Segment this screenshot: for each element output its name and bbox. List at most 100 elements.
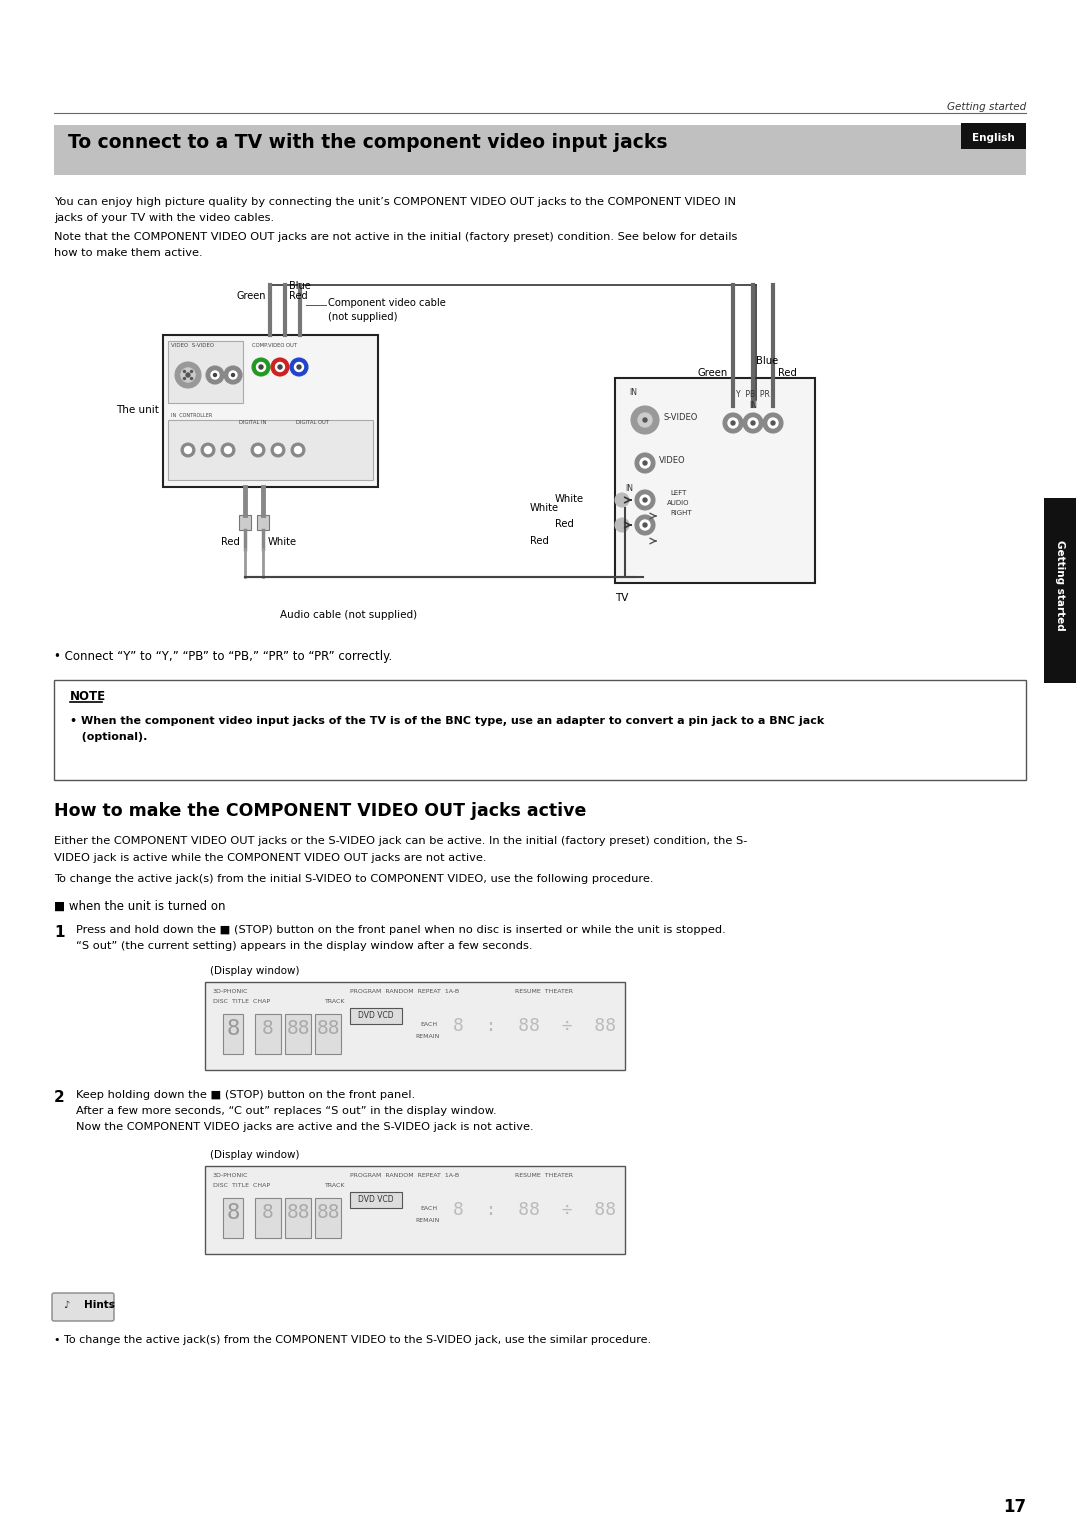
Text: Green: Green bbox=[237, 290, 266, 301]
Text: Hints: Hints bbox=[84, 1300, 114, 1309]
Bar bbox=[961, 122, 1026, 150]
Bar bbox=[168, 420, 373, 480]
Circle shape bbox=[278, 365, 282, 368]
Circle shape bbox=[206, 367, 224, 384]
Circle shape bbox=[728, 419, 738, 428]
Circle shape bbox=[190, 370, 192, 373]
Circle shape bbox=[762, 413, 783, 432]
Text: White: White bbox=[268, 536, 297, 547]
Text: Green: Green bbox=[698, 368, 728, 377]
Circle shape bbox=[295, 446, 301, 454]
Text: 8: 8 bbox=[262, 1203, 274, 1222]
Circle shape bbox=[636, 509, 650, 523]
Text: DIGITAL OUT: DIGITAL OUT bbox=[296, 420, 329, 425]
Circle shape bbox=[643, 523, 647, 527]
Text: To connect to a TV with the component video input jacks: To connect to a TV with the component vi… bbox=[68, 133, 667, 151]
Bar bbox=[285, 1015, 311, 1054]
Text: ♪: ♪ bbox=[63, 1300, 69, 1309]
Text: 8: 8 bbox=[262, 1019, 274, 1038]
Circle shape bbox=[221, 443, 235, 457]
Circle shape bbox=[635, 515, 654, 535]
Text: TRACK: TRACK bbox=[325, 1183, 346, 1187]
Circle shape bbox=[224, 367, 242, 384]
Text: LEFT: LEFT bbox=[670, 490, 687, 497]
Text: Component video cable: Component video cable bbox=[328, 298, 446, 309]
Circle shape bbox=[640, 520, 650, 530]
Circle shape bbox=[297, 365, 301, 368]
Text: “S out” (the current setting) appears in the display window after a few seconds.: “S out” (the current setting) appears in… bbox=[76, 941, 532, 950]
Text: TV: TV bbox=[615, 593, 629, 604]
Text: Audio cable (not supplied): Audio cable (not supplied) bbox=[280, 610, 417, 620]
Text: 88: 88 bbox=[286, 1019, 310, 1038]
Bar bbox=[350, 1192, 402, 1209]
Bar bbox=[255, 1015, 281, 1054]
Circle shape bbox=[615, 518, 629, 532]
Bar bbox=[257, 515, 269, 530]
Text: DVD VCD: DVD VCD bbox=[359, 1195, 394, 1204]
Circle shape bbox=[635, 452, 654, 474]
Text: Now the COMPONENT VIDEO jacks are active and the S-VIDEO jack is not active.: Now the COMPONENT VIDEO jacks are active… bbox=[76, 1122, 534, 1132]
Circle shape bbox=[638, 413, 652, 426]
Text: 88: 88 bbox=[316, 1019, 340, 1038]
Bar bbox=[615, 377, 815, 584]
Circle shape bbox=[635, 490, 654, 510]
Text: PROGRAM  RANDOM  REPEAT  1A-B: PROGRAM RANDOM REPEAT 1A-B bbox=[350, 989, 459, 995]
Text: jacks of your TV with the video cables.: jacks of your TV with the video cables. bbox=[54, 212, 274, 223]
Text: S-VIDEO: S-VIDEO bbox=[663, 413, 698, 422]
Circle shape bbox=[751, 422, 755, 425]
Text: PROGRAM  RANDOM  REPEAT  1A-B: PROGRAM RANDOM REPEAT 1A-B bbox=[350, 1174, 459, 1178]
Circle shape bbox=[184, 377, 186, 379]
Circle shape bbox=[175, 362, 201, 388]
Text: 8  :  88  ÷  88: 8 : 88 ÷ 88 bbox=[453, 1018, 616, 1034]
Text: Getting started: Getting started bbox=[1055, 539, 1065, 631]
Bar bbox=[54, 125, 1026, 176]
Text: White: White bbox=[555, 494, 584, 504]
Text: ■ when the unit is turned on: ■ when the unit is turned on bbox=[54, 900, 226, 914]
Text: Red: Red bbox=[221, 536, 240, 547]
Text: REMAIN: REMAIN bbox=[415, 1034, 440, 1039]
Circle shape bbox=[251, 443, 265, 457]
Text: COMP.VIDEO OUT: COMP.VIDEO OUT bbox=[253, 342, 298, 348]
Text: DIGITAL IN: DIGITAL IN bbox=[240, 420, 267, 425]
Circle shape bbox=[181, 443, 195, 457]
Text: REMAIN: REMAIN bbox=[415, 1218, 440, 1222]
Text: Press and hold down the ■ (STOP) button on the front panel when no disc is inser: Press and hold down the ■ (STOP) button … bbox=[76, 924, 726, 935]
Text: VIDEO  S-VIDEO: VIDEO S-VIDEO bbox=[171, 342, 214, 348]
Circle shape bbox=[190, 377, 192, 379]
Text: Y  PB  PR: Y PB PR bbox=[737, 390, 770, 399]
Bar bbox=[222, 1198, 243, 1238]
Bar bbox=[205, 1166, 625, 1254]
Text: Either the COMPONENT VIDEO OUT jacks or the S-VIDEO jack can be active. In the i: Either the COMPONENT VIDEO OUT jacks or … bbox=[54, 836, 747, 847]
Circle shape bbox=[274, 446, 282, 454]
Circle shape bbox=[214, 373, 216, 376]
Circle shape bbox=[231, 373, 234, 376]
Circle shape bbox=[640, 495, 650, 504]
Circle shape bbox=[257, 362, 266, 371]
Circle shape bbox=[768, 419, 778, 428]
Text: 8: 8 bbox=[227, 1019, 240, 1039]
Text: English: English bbox=[972, 133, 1015, 144]
Circle shape bbox=[275, 362, 284, 371]
Bar bbox=[285, 1198, 311, 1238]
Circle shape bbox=[225, 446, 231, 454]
Text: DISC  TITLE  CHAP: DISC TITLE CHAP bbox=[213, 999, 270, 1004]
Circle shape bbox=[252, 358, 270, 376]
Circle shape bbox=[204, 446, 212, 454]
Text: VIDEO: VIDEO bbox=[659, 455, 686, 465]
Circle shape bbox=[186, 373, 190, 377]
Circle shape bbox=[743, 413, 762, 432]
Circle shape bbox=[631, 406, 659, 434]
Text: TRACK: TRACK bbox=[325, 999, 346, 1004]
Text: ♪: ♪ bbox=[109, 1300, 114, 1309]
Text: IN: IN bbox=[629, 388, 637, 397]
Text: 3D-PHONIC: 3D-PHONIC bbox=[213, 989, 248, 995]
Circle shape bbox=[184, 370, 186, 373]
Text: Blue: Blue bbox=[756, 356, 779, 367]
Circle shape bbox=[211, 371, 219, 379]
Text: • When the component video input jacks of the TV is of the BNC type, use an adap: • When the component video input jacks o… bbox=[70, 717, 824, 726]
Circle shape bbox=[185, 446, 191, 454]
Text: • Connect “Y” to “Y,” “PB” to “PB,” “PR” to “PR” correctly.: • Connect “Y” to “Y,” “PB” to “PB,” “PR”… bbox=[54, 649, 392, 663]
Bar bbox=[54, 680, 1026, 779]
Circle shape bbox=[291, 443, 305, 457]
Text: 2: 2 bbox=[54, 1089, 65, 1105]
